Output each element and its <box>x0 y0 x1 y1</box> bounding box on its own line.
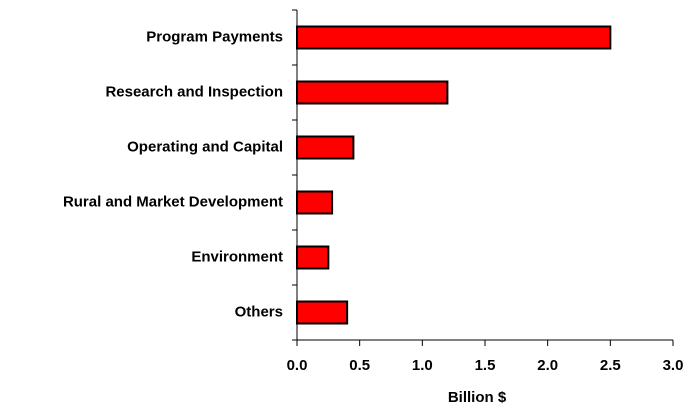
y-tick-label: Program Payments <box>146 28 283 45</box>
x-axis-label: Billion $ <box>448 389 507 406</box>
x-tick-label: 3.0 <box>663 357 684 374</box>
x-tick-label: 1.0 <box>412 357 433 374</box>
bar <box>296 25 612 50</box>
x-tick-label: 2.5 <box>600 357 621 374</box>
x-tick-label: 0.5 <box>349 357 370 374</box>
bar <box>296 190 334 215</box>
x-tick-label: 0.0 <box>287 357 308 374</box>
bar <box>296 135 355 160</box>
bar <box>296 300 349 325</box>
y-tick-label: Rural and Market Development <box>63 193 283 210</box>
x-tick-label: 2.0 <box>537 357 558 374</box>
y-tick-label: Environment <box>191 248 283 265</box>
y-tick-label: Others <box>235 303 283 320</box>
y-tick-label: Operating and Capital <box>127 138 283 155</box>
bar <box>296 80 449 105</box>
x-tick-label: 1.5 <box>475 357 496 374</box>
y-tick-label: Research and Inspection <box>105 83 283 100</box>
bar <box>296 245 330 270</box>
